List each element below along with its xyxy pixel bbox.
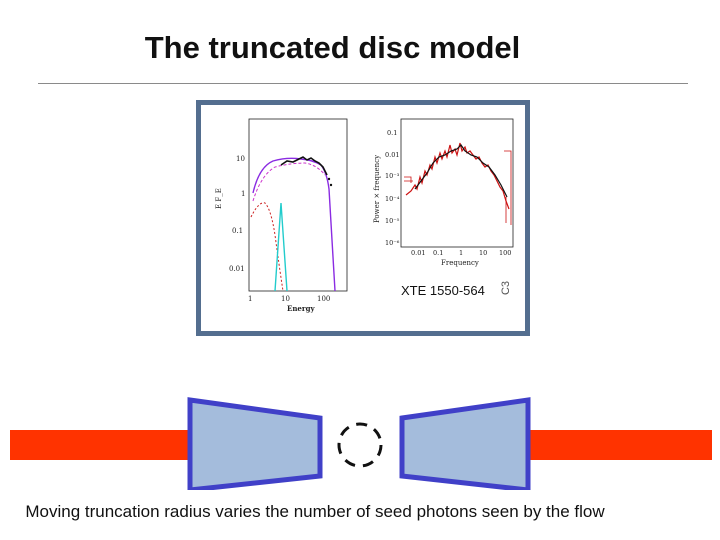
- power-data-point: [404, 176, 413, 183]
- power-data-point: [504, 150, 512, 225]
- left-jet-bar: [10, 430, 192, 460]
- power-spectrum-red: [405, 142, 510, 210]
- power-xtick: 0.01: [411, 249, 425, 257]
- spectrum-data-point: [327, 177, 331, 181]
- power-ytick: 10⁻⁴: [385, 195, 400, 203]
- power-ytick: 10⁻³: [385, 172, 400, 180]
- right-jet-bar: [526, 430, 712, 460]
- spectrum-panel: E F_E 10 1 0.1 0.01 1 10 100 Energy: [215, 118, 348, 313]
- power-spectrum-black: [414, 144, 508, 198]
- title-divider: [38, 83, 688, 84]
- spectrum-ytick: 1: [241, 190, 245, 198]
- power-ytick: 0.1: [387, 129, 397, 137]
- spectrum-xtick: 100: [317, 295, 330, 303]
- power-ylabel: Power × frequency: [373, 155, 381, 223]
- model-line-curve: [274, 202, 288, 292]
- truncated-disc-diagram: [10, 397, 712, 490]
- source-label: XTE 1550-564: [401, 283, 485, 298]
- figure-plots: E F_E 10 1 0.1 0.01 1 10 100 Energy Powe…: [215, 118, 514, 313]
- spectrum-data-curve: [280, 156, 328, 176]
- spectrum-ytick: 10: [236, 155, 245, 163]
- spectrum-ytick: 0.1: [232, 227, 243, 235]
- right-disc: [399, 397, 531, 490]
- model-secondary-curve: [252, 162, 326, 202]
- model-disc-curve: [250, 202, 284, 292]
- power-ytick: 10⁻⁶: [385, 239, 400, 247]
- spectrum-ytick: 0.01: [229, 265, 245, 273]
- power-ytick: 10⁻⁵: [385, 217, 400, 225]
- slide-title: The truncated disc model: [144, 30, 521, 65]
- power-panel: Power × frequency 0.1 0.01 10⁻³ 10⁻⁴ 10⁻…: [373, 118, 514, 267]
- slide-caption: Moving truncation radius varies the numb…: [25, 502, 605, 521]
- power-xlabel: Frequency: [441, 259, 479, 267]
- figure-frame: E F_E 10 1 0.1 0.01 1 10 100 Energy Powe…: [196, 100, 530, 336]
- hot-flow-circle: [337, 422, 383, 468]
- spectrum-ylabel: E F_E: [215, 188, 223, 209]
- spectrum-xtick: 10: [281, 295, 290, 303]
- power-xtick: 100: [499, 249, 511, 257]
- cut-mark: C3: [500, 280, 513, 296]
- power-ytick: 0.01: [385, 151, 399, 159]
- power-xtick: 10: [479, 249, 487, 257]
- spectrum-xlabel: Energy: [287, 304, 315, 313]
- power-axes: [400, 118, 514, 248]
- spectrum-data-point: [329, 183, 333, 187]
- spectrum-xtick: 1: [248, 295, 252, 303]
- power-xtick: 1: [459, 249, 463, 257]
- left-disc: [187, 397, 323, 490]
- spectrum-axes: [248, 118, 348, 292]
- power-xtick: 0.1: [433, 249, 443, 257]
- model-comptonised-curve: [252, 157, 336, 292]
